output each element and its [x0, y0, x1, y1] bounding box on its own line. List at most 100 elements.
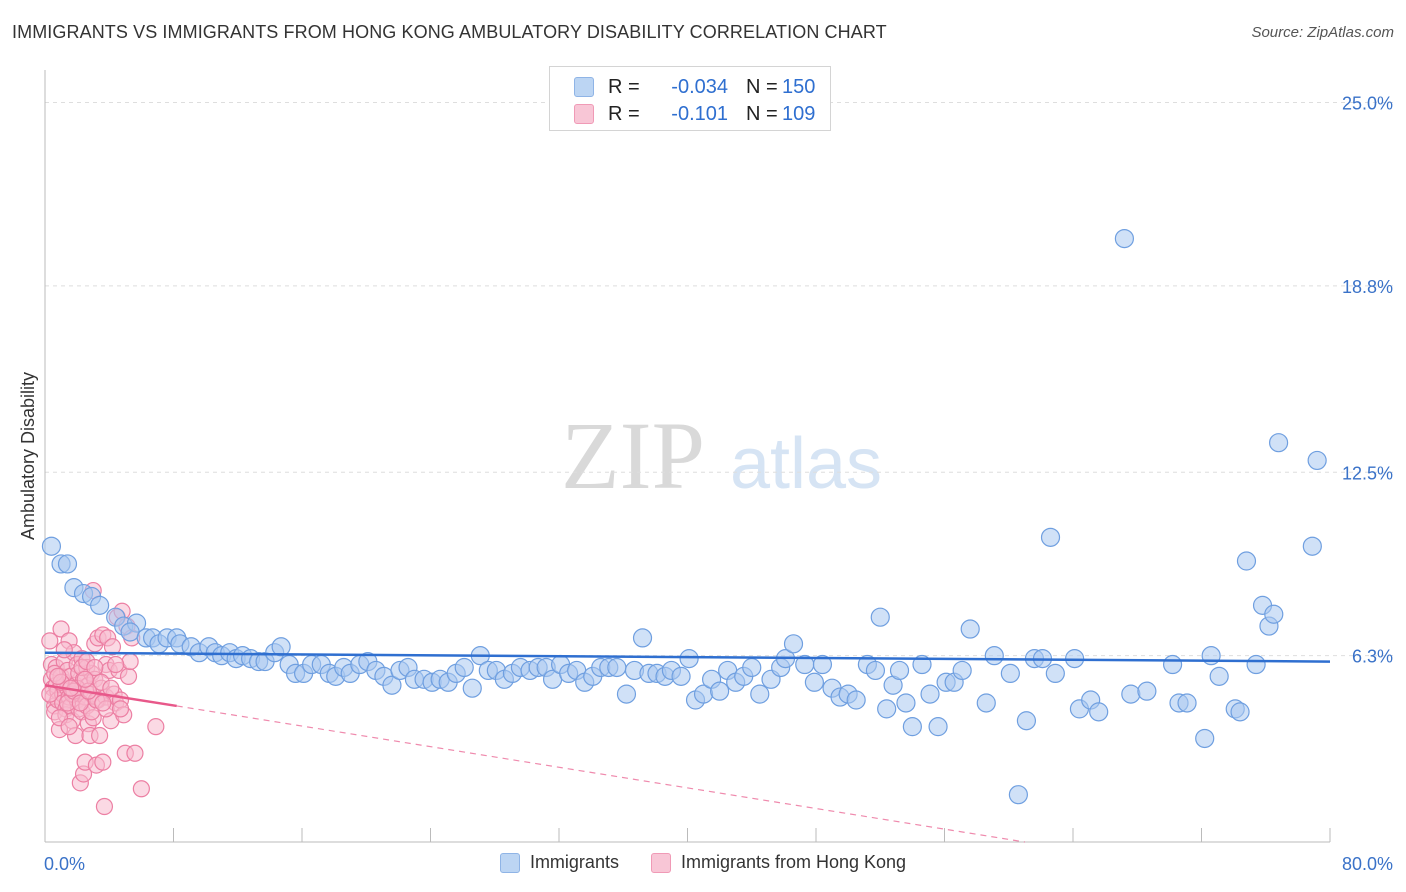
hong-kong-point: [71, 694, 89, 712]
r-value: -0.101: [671, 102, 728, 125]
immigrants-point: [1000, 663, 1020, 684]
immigrants-point: [57, 554, 78, 574]
immigrants-point: [1045, 663, 1065, 684]
y-tick-label: 12.5%: [1342, 463, 1393, 483]
immigrants-point: [870, 607, 890, 627]
immigrants-point: [41, 536, 62, 556]
immigrants-point: [877, 699, 897, 719]
gridlines: [45, 102, 1395, 657]
hong-kong-trend-extension: [176, 705, 1025, 843]
hong-kong-point: [49, 667, 67, 685]
immigrants-points: [41, 228, 1327, 805]
immigrants-point: [382, 675, 402, 695]
x-tick-label-min: 0.0%: [44, 854, 85, 874]
series-legend: Immigrants Immigrants from Hong Kong: [0, 852, 1406, 873]
legend-label: Immigrants: [529, 852, 619, 872]
immigrants-point: [984, 646, 1004, 666]
hong-kong-point: [147, 718, 165, 736]
immigrants-point: [616, 684, 637, 704]
hong-kong-point: [111, 700, 130, 718]
watermark-zip: ZIP: [561, 402, 705, 509]
immigrants-point: [671, 666, 691, 686]
stats-row-hong-kong: R = -0.101 N = 109: [574, 102, 815, 126]
immigrants-point: [90, 595, 110, 615]
immigrants-swatch: [574, 77, 594, 97]
hong-kong-point: [107, 655, 125, 674]
immigrants-point: [454, 657, 474, 678]
r-label: R =: [608, 75, 640, 98]
immigrants-swatch: [499, 852, 520, 873]
immigrants-point: [1040, 527, 1061, 547]
hong-kong-point: [103, 638, 122, 656]
hong-kong-trend-line: [44, 683, 177, 708]
immigrants-point: [812, 654, 833, 675]
immigrants-point: [1114, 228, 1135, 249]
immigrants-point: [1246, 654, 1266, 675]
hong-kong-point: [76, 670, 94, 688]
immigrants-point: [462, 678, 482, 698]
hong-kong-point: [95, 797, 114, 816]
trend-lines: [44, 651, 1331, 843]
hong-kong-points: [41, 581, 165, 816]
immigrants-point: [804, 672, 824, 692]
chart-source: Source: ZipAtlas.com: [1251, 24, 1394, 41]
n-label: N =: [746, 102, 778, 125]
y-tick-label: 6.3%: [1352, 647, 1393, 667]
r-value: -0.034: [671, 75, 728, 98]
immigrants-point: [679, 649, 699, 669]
immigrants-point: [1230, 702, 1250, 722]
hong-kong-swatch: [574, 104, 594, 124]
immigrants-point: [846, 690, 866, 710]
immigrants-point: [865, 660, 886, 681]
watermark-atlas: atlas: [730, 424, 882, 504]
hong-kong-point: [121, 652, 139, 671]
immigrants-point: [1268, 433, 1289, 453]
immigrants-point: [920, 684, 940, 704]
immigrants-point: [1137, 681, 1157, 701]
immigrants-point: [1307, 450, 1327, 471]
hong-kong-point: [52, 620, 70, 638]
immigrants-point: [1236, 551, 1257, 571]
immigrants-point: [1264, 604, 1284, 624]
immigrants-point: [1177, 693, 1197, 713]
n-value: 109: [782, 102, 816, 125]
immigrants-point: [1195, 728, 1215, 749]
n-value: 150: [782, 75, 816, 98]
hong-kong-point: [126, 744, 144, 762]
n-label: N =: [746, 75, 778, 98]
immigrants-point: [960, 619, 980, 639]
immigrants-point: [1089, 702, 1109, 722]
immigrants-point: [1016, 711, 1037, 731]
immigrants-point: [928, 717, 948, 737]
hong-kong-point: [94, 694, 112, 712]
watermark: ZIP atlas: [561, 402, 882, 509]
hong-kong-swatch: [650, 852, 671, 873]
immigrants-point: [1302, 536, 1322, 556]
immigrants-point: [1121, 684, 1141, 704]
immigrants-point: [889, 660, 910, 681]
axis-labels: 6.3% 12.5% 18.8% 25.0% 0.0% 80.0% Ambulatory D…: [18, 94, 1393, 874]
x-tick-label-max: 80.0%: [1342, 854, 1393, 874]
immigrants-point: [952, 660, 972, 681]
immigrants-point: [271, 637, 291, 657]
hong-kong-point: [132, 780, 150, 798]
immigrants-point: [120, 622, 140, 642]
stats-legend: R = -0.034 N = 150 R = -0.101 N = 109: [549, 66, 831, 131]
hong-kong-point: [94, 753, 112, 771]
immigrants-point: [710, 681, 730, 701]
immigrants-point: [750, 684, 770, 704]
chart-title: IMMIGRANTS VS IMMIGRANTS FROM HONG KONG …: [12, 22, 887, 42]
immigrants-point: [607, 657, 627, 678]
hong-kong-point: [55, 641, 73, 659]
axes: [44, 70, 1331, 843]
legend-item-hong-kong: Immigrants from Hong Kong: [650, 852, 906, 873]
hong-kong-point: [41, 632, 59, 650]
y-axis-title: Ambulatory Disability: [18, 372, 38, 540]
stats-row-immigrants: R = -0.034 N = 150: [574, 75, 815, 99]
immigrants-point: [632, 628, 653, 648]
immigrants-point: [1209, 666, 1229, 686]
hong-kong-point: [91, 726, 109, 745]
immigrants-point: [902, 717, 922, 737]
